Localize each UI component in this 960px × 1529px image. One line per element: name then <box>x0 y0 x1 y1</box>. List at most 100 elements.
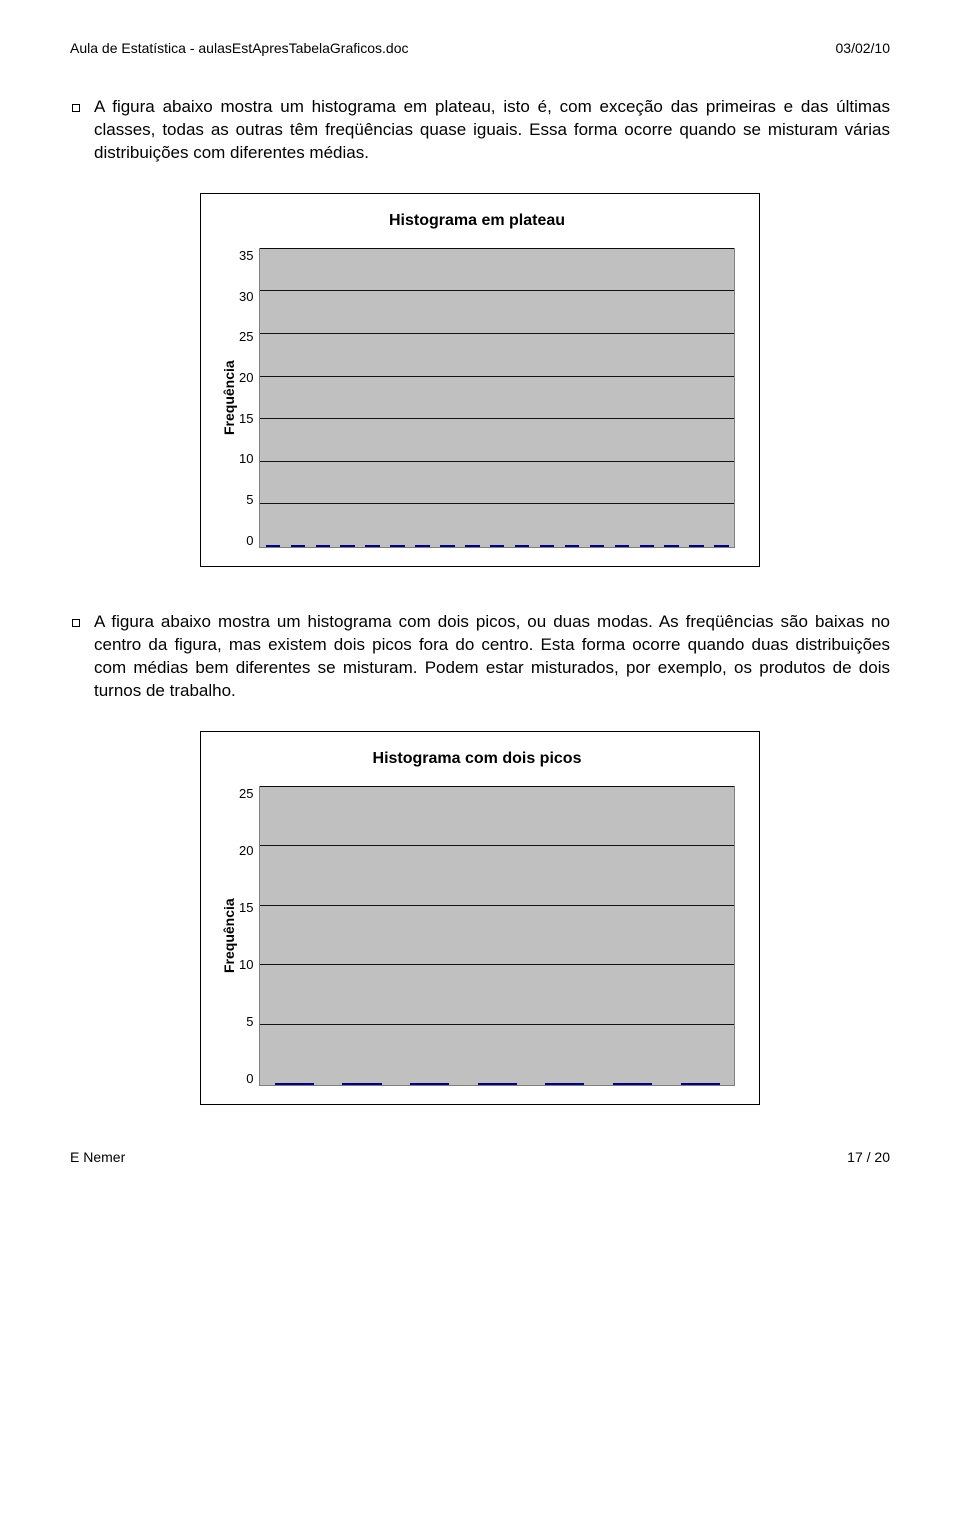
ytick-label: 10 <box>239 957 253 972</box>
bar-slot <box>584 545 609 547</box>
bar <box>266 545 280 547</box>
ytick-label: 15 <box>239 411 253 426</box>
bar-slot <box>659 545 684 547</box>
bar <box>714 545 728 547</box>
ytick-label: 0 <box>246 1071 253 1086</box>
bar-slot <box>531 1083 599 1085</box>
bar-slot <box>396 1083 464 1085</box>
bar <box>615 545 629 547</box>
bar <box>681 1083 720 1085</box>
paragraph-2-text: A figura abaixo mostra um histograma com… <box>94 611 890 703</box>
grid-line <box>260 905 734 906</box>
bar-slot <box>285 545 310 547</box>
bar-slot <box>460 545 485 547</box>
ytick-label: 5 <box>246 492 253 507</box>
grid-line <box>260 786 734 787</box>
bar-slot <box>560 545 585 547</box>
page-header: Aula de Estatística - aulasEstApresTabel… <box>70 40 890 56</box>
bar-slot <box>485 545 510 547</box>
bar-slot <box>260 545 285 547</box>
ytick-label: 20 <box>239 370 253 385</box>
bar <box>664 545 678 547</box>
bar-slot <box>335 545 360 547</box>
bar-slot <box>260 1083 328 1085</box>
grid-line <box>260 418 734 419</box>
chart1-ylabel: Frequência <box>219 248 239 548</box>
bar <box>490 545 504 547</box>
bar-slot <box>360 545 385 547</box>
chart1-bars <box>260 249 734 547</box>
bar <box>515 545 529 547</box>
bar-slot <box>385 545 410 547</box>
bullet-icon <box>72 104 80 112</box>
ytick-label: 25 <box>239 329 253 344</box>
bar <box>440 545 454 547</box>
bar <box>390 545 404 547</box>
ytick-label: 25 <box>239 786 253 801</box>
bar-slot <box>435 545 460 547</box>
chart2-title: Histograma com dois picos <box>219 750 735 768</box>
bar <box>613 1083 652 1085</box>
chart2-yaxis: 25 20 15 10 5 0 <box>239 786 259 1086</box>
grid-line <box>260 461 734 462</box>
bar <box>275 1083 314 1085</box>
chart1-yaxis: 35302520151050 <box>239 248 259 548</box>
doc-date: 03/02/10 <box>836 40 891 56</box>
ytick-label: 15 <box>239 900 253 915</box>
ytick-label: 0 <box>246 533 253 548</box>
chart-plateau: Histograma em plateau Frequência 3530252… <box>200 193 760 567</box>
footer-page: 17 / 20 <box>847 1149 890 1165</box>
bar-slot <box>609 545 634 547</box>
chart1-title: Histograma em plateau <box>219 212 735 230</box>
bar <box>340 545 354 547</box>
bar-slot <box>709 545 734 547</box>
bar <box>540 545 554 547</box>
chart1-plot-area <box>259 248 735 548</box>
bar-slot <box>684 545 709 547</box>
bar-slot <box>310 545 335 547</box>
bar <box>478 1083 517 1085</box>
bar <box>365 545 379 547</box>
bar <box>465 545 479 547</box>
footer-author: E Nemer <box>70 1149 125 1165</box>
grid-line <box>260 1024 734 1025</box>
bar <box>415 545 429 547</box>
ytick-label: 10 <box>239 451 253 466</box>
grid-line <box>260 333 734 334</box>
grid-line <box>260 248 734 249</box>
bar <box>565 545 579 547</box>
bar <box>342 1083 381 1085</box>
chart2-ylabel: Frequência <box>219 786 239 1086</box>
paragraph-1: A figura abaixo mostra um histograma em … <box>70 96 890 165</box>
bar-slot <box>535 545 560 547</box>
paragraph-1-text: A figura abaixo mostra um histograma em … <box>94 96 890 165</box>
ytick-label: 5 <box>246 1014 253 1029</box>
grid-line <box>260 845 734 846</box>
paragraph-2: A figura abaixo mostra um histograma com… <box>70 611 890 703</box>
bar <box>410 1083 449 1085</box>
ytick-label: 20 <box>239 843 253 858</box>
grid-line <box>260 290 734 291</box>
chart-two-peaks: Histograma com dois picos Frequência 252… <box>200 731 760 1105</box>
bar <box>689 545 703 547</box>
bar <box>291 545 305 547</box>
ytick-label: 35 <box>239 248 253 263</box>
bar-slot <box>410 545 435 547</box>
grid-line <box>260 964 734 965</box>
chart2-bars <box>260 787 734 1085</box>
grid-line <box>260 503 734 504</box>
bar-slot <box>510 545 535 547</box>
grid-line <box>260 376 734 377</box>
bar-slot <box>666 1083 734 1085</box>
chart2-plot-area <box>259 786 735 1086</box>
bar-slot <box>634 545 659 547</box>
bar-slot <box>599 1083 667 1085</box>
bar-slot <box>328 1083 396 1085</box>
doc-title: Aula de Estatística - aulasEstApresTabel… <box>70 40 409 56</box>
bullet-icon <box>72 619 80 627</box>
page-footer: E Nemer 17 / 20 <box>70 1149 890 1165</box>
bar <box>640 545 654 547</box>
bar <box>316 545 330 547</box>
bar <box>590 545 604 547</box>
bar <box>545 1083 584 1085</box>
